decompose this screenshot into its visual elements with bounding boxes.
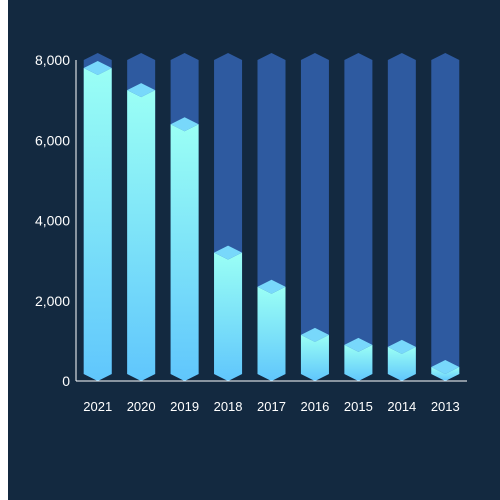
y-tick-label: 4,000 xyxy=(35,213,70,229)
bar-cap-2018 xyxy=(214,245,243,260)
bar-cap-2016 xyxy=(300,327,329,342)
bar-2014 xyxy=(387,346,416,381)
bar-cap-2013 xyxy=(431,359,460,374)
track-bar-2015 xyxy=(344,53,373,381)
y-axis-tick-labels: 0 2,000 4,000 6,000 8,000 xyxy=(35,52,70,389)
x-tick-label-2014: 2014 xyxy=(387,399,416,414)
bar-2021 xyxy=(83,68,112,382)
bar-2015 xyxy=(344,344,373,381)
track-bar-2016 xyxy=(300,53,329,381)
bar-cap-2015 xyxy=(344,337,373,352)
x-tick-label-2013: 2013 xyxy=(431,399,460,414)
x-tick-label-2020: 2020 xyxy=(127,399,156,414)
x-axis-tick-labels: 2021 2020 2019 2018 2017 2016 2015 2014 2013 xyxy=(83,399,459,414)
x-tick-label-2015: 2015 xyxy=(344,399,373,414)
axes xyxy=(75,60,467,382)
bar-2020 xyxy=(127,90,156,381)
x-tick-label-2021: 2021 xyxy=(83,399,112,414)
x-tick-label-2019: 2019 xyxy=(170,399,199,414)
x-tick-label-2018: 2018 xyxy=(214,399,243,414)
y-tick-label: 2,000 xyxy=(35,293,70,309)
y-tick-label: 6,000 xyxy=(35,132,70,148)
bar-2017 xyxy=(257,286,286,381)
x-tick-label-2016: 2016 xyxy=(300,399,329,414)
y-tick-label: 8,000 xyxy=(35,52,70,68)
y-tick-label: 0 xyxy=(62,373,70,389)
track-bar-2014 xyxy=(387,53,416,381)
track-bar-2013 xyxy=(431,53,460,381)
bar-cap-2017 xyxy=(257,279,286,294)
bar-cap-2021 xyxy=(83,61,112,76)
x-tick-label-2017: 2017 xyxy=(257,399,286,414)
bar-cap-2019 xyxy=(170,117,199,132)
bar-2016 xyxy=(300,334,329,381)
bar-2013 xyxy=(431,366,460,381)
bar-cap-2020 xyxy=(127,83,156,98)
bar-cap-2014 xyxy=(387,339,416,354)
bar-2018 xyxy=(214,252,243,381)
value-bars xyxy=(83,61,460,382)
bar-2019 xyxy=(170,124,199,381)
